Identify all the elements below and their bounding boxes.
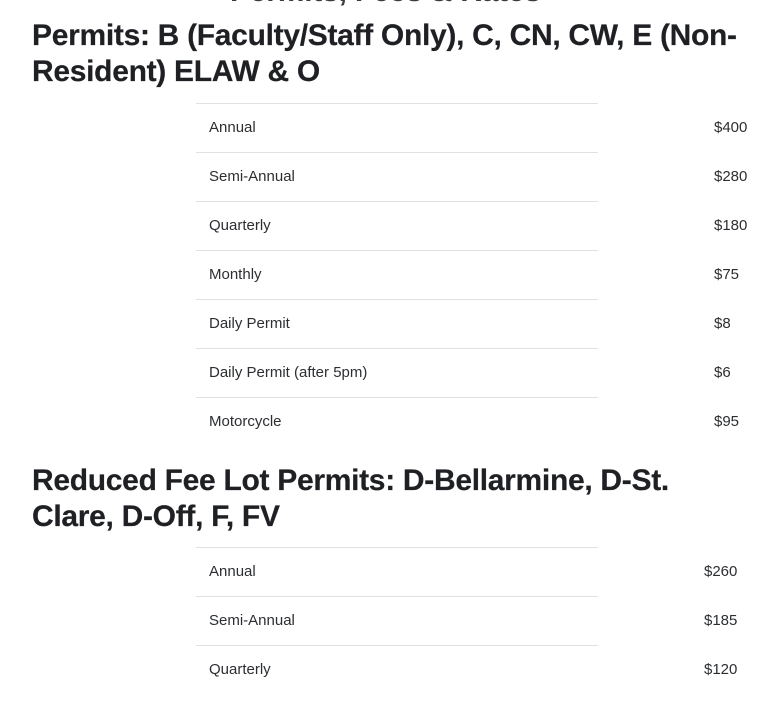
rate-price: $95 (397, 397, 739, 447)
rate-term: Semi-Annual (196, 596, 397, 646)
table-row: Monthly $75 (196, 250, 739, 300)
rate-price: $185 (397, 596, 737, 646)
table-row: Motorcycle $95 (196, 397, 739, 447)
rate-price: $120 (397, 645, 737, 695)
rate-price: $8 (397, 299, 731, 349)
rate-table-body: Annual $400 Semi-Annual $280 Quarterly $… (196, 103, 747, 447)
table-row: Semi-Annual $185 (196, 596, 737, 646)
rate-table-standard-permits: Annual $400 Semi-Annual $280 Quarterly $… (196, 103, 747, 447)
rate-price: $400 (397, 103, 747, 153)
table-row: Semi-Annual $280 (196, 152, 747, 202)
table-row: Annual $260 (196, 547, 737, 597)
clipped-heading-above: Permits, Fees & Rates (0, 0, 757, 6)
rate-term: Motorcycle (196, 397, 397, 447)
clipped-heading-above-text: Permits, Fees & Rates (230, 0, 541, 6)
rate-term: Daily Permit (after 5pm) (196, 348, 397, 398)
section-heading-standard-permits: Permits: B (Faculty/Staff Only), C, CN, … (32, 19, 737, 88)
rate-price: $260 (397, 547, 737, 597)
rate-term: Daily Permit (196, 299, 397, 349)
table-row: Quarterly $180 (196, 201, 747, 251)
rate-price: $75 (397, 250, 739, 300)
table-row: Annual $400 (196, 103, 747, 153)
rate-price: $6 (397, 348, 731, 398)
rate-table-body: Annual $260 Semi-Annual $185 Quarterly $… (196, 547, 737, 695)
rate-price: $280 (397, 152, 747, 202)
rate-term: Annual (196, 103, 397, 153)
rate-term: Quarterly (196, 645, 397, 695)
rate-term: Monthly (196, 250, 397, 300)
rate-price: $180 (397, 201, 747, 251)
section-heading-reduced-fee-lot-permits: Reduced Fee Lot Permits: D-Bellarmine, D… (32, 464, 669, 533)
rate-term: Annual (196, 547, 397, 597)
rate-term: Quarterly (196, 201, 397, 251)
rate-term: Semi-Annual (196, 152, 397, 202)
table-row: Quarterly $120 (196, 645, 737, 695)
rate-table-reduced-fee-lot-permits: Annual $260 Semi-Annual $185 Quarterly $… (196, 547, 737, 695)
table-row: Daily Permit (after 5pm) $6 (196, 348, 731, 398)
table-row: Daily Permit $8 (196, 299, 731, 349)
